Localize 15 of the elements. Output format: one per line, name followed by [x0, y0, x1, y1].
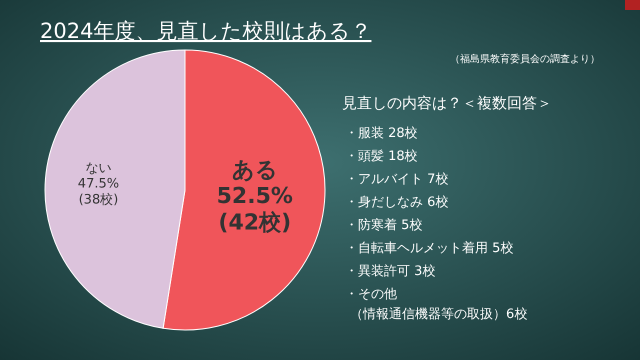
text: 見直しの内容は？＜複数回答＞ — [342, 94, 552, 112]
text: ・身だしなみ 6校 — [345, 195, 448, 210]
text: ・自転車ヘルメット着用 5校 — [345, 240, 514, 256]
text: （福島県教育委員会の調査より） — [450, 53, 600, 65]
text: ・その他 — [345, 287, 397, 302]
slice-label: ない — [85, 161, 112, 176]
slice-label: ある — [232, 158, 278, 183]
text: ・異装許可 3校 — [345, 264, 436, 279]
text: ・頭髪 18校 — [345, 149, 418, 164]
data-label: 52.5% (42校) — [216, 184, 293, 236]
text: （情報通信機器等の取扱）6校 — [350, 307, 528, 322]
text: ・服装 28校 — [345, 126, 418, 141]
text: ・防寒着 5校 — [345, 217, 422, 233]
text: ・アルバイト 7校 — [345, 172, 448, 187]
data-label: 47.5% (38校) — [78, 176, 120, 208]
